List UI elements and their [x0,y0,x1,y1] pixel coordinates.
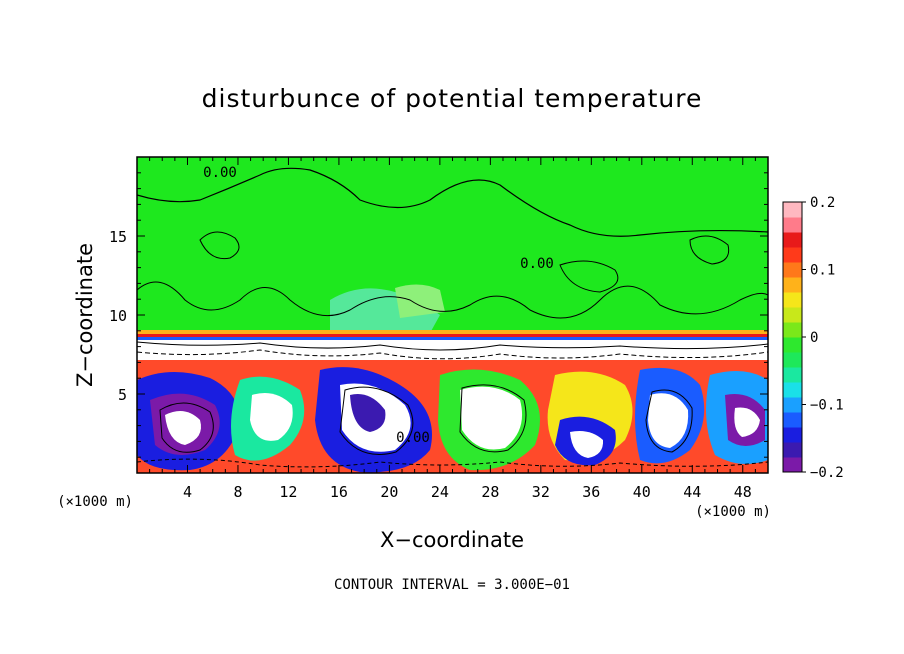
x-tick-label: 16 [330,483,348,501]
inversion-band [137,337,768,340]
y-axis-title: Z−coordinate [73,243,97,387]
x-tick-label: 8 [233,483,242,501]
y-tick-label: 15 [109,228,127,246]
colorbar-swatch [783,322,802,338]
x-tick-label: 32 [532,483,550,501]
colorbar-swatch [783,442,802,458]
eddy-white [648,393,689,448]
upper-contour [199,231,240,260]
x-tick-label: 44 [683,483,701,501]
colorbar-swatch [783,292,802,308]
colorbar-swatch [783,427,802,443]
contour-interval-note: CONTOUR INTERVAL = 3.000E−01 [333,577,570,593]
colorbar-tick-label: 0.1 [810,263,835,279]
contour-label: 0.00 [396,430,430,446]
cyan-patch [395,284,445,318]
upper-contour [559,260,619,293]
colorbar-tick-label: −0.1 [810,398,844,414]
inversion-band [137,334,768,337]
colorbar-swatch [783,247,802,263]
eddy-white [250,392,293,441]
x-unit-left: (×1000 m) [57,494,133,510]
y-tick-label: 10 [109,307,127,325]
colorbar-swatch [783,262,802,278]
x-tick-label: 36 [582,483,600,501]
colorbar-swatch [783,307,802,323]
lower-contour [137,458,768,468]
y-tick-label: 5 [118,386,127,404]
colorbar: 0.2 0.1 0 −0.1 −0.2 [782,195,844,481]
x-tick-label: 12 [279,483,297,501]
contour-label: 0.00 [203,165,237,181]
chart-title: disturbunce of potential temperature [201,84,703,113]
colorbar-tick-label: 0 [810,330,818,346]
x-tick-label: 24 [431,483,449,501]
colorbar-swatch [783,217,802,233]
eddy-blue [350,394,386,432]
heatmap-field [137,157,768,473]
lower-contour [339,386,414,455]
upper-contour [137,167,768,237]
colorbar-swatch [783,232,802,248]
upper-contour [689,235,730,265]
colorbar-swatch [783,397,802,413]
lower-contour [645,389,693,453]
upper-contour [137,281,768,319]
colorbar-swatch [783,352,802,368]
y-axis: 5 10 15 [109,172,768,458]
contour-labels: 0.00 0.00 0.00 [203,165,554,446]
lower-contour [159,402,214,453]
colorbar-swatch [783,202,802,218]
x-tick-label: 28 [481,483,499,501]
inversion-band [137,330,768,334]
eddy-white [570,431,604,458]
lower-contour [459,384,527,453]
x-tick-label: 4 [183,483,192,501]
eddy-white [460,386,523,450]
x-tick-label: 20 [380,483,398,501]
inversion-contour [137,349,768,360]
upper-layer [137,157,768,337]
colorbar-tick-label: −0.2 [810,465,844,481]
x-unit-right: (×1000 m) [695,504,771,520]
x-axis: 4 8 12 16 20 24 28 32 36 40 44 48 [149,157,756,501]
x-tick-label: 40 [633,483,651,501]
colorbar-swatch [783,367,802,383]
colorbar-swatch [783,337,802,353]
colorbar-swatch [783,412,802,428]
x-tick-label: 48 [734,483,752,501]
eddy-white [734,407,760,437]
colorbar-swatch [783,277,802,293]
inversion-contour [137,341,768,351]
colorbar-tick-label: 0.2 [810,195,835,211]
contour-label: 0.00 [520,256,554,272]
eddy-white [165,411,201,445]
colorbar-swatch [783,382,802,398]
x-axis-title: X−coordinate [380,528,524,552]
colorbar-swatch [783,457,802,473]
